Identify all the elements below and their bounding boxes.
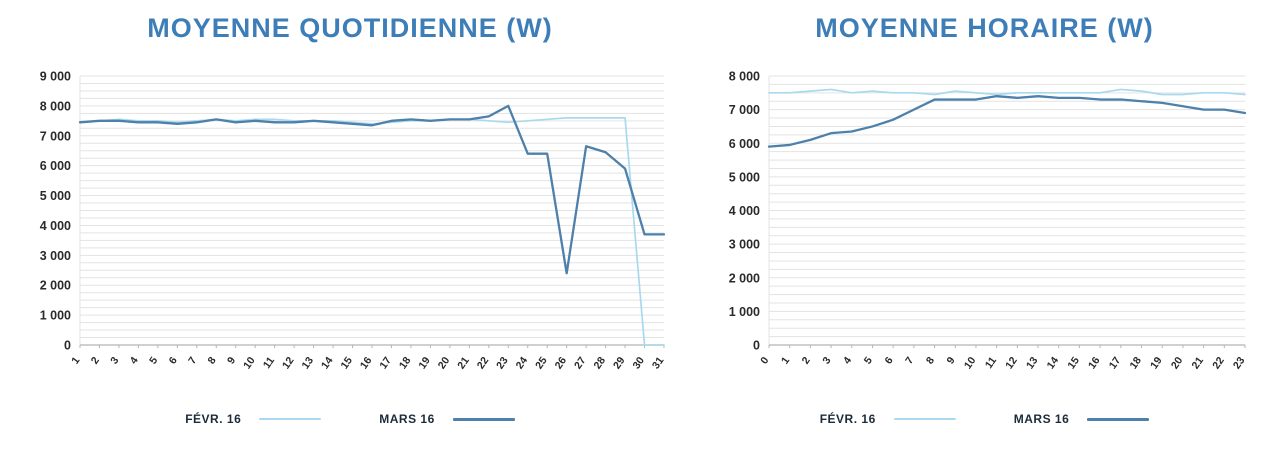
y-axis-label: 7 000 — [40, 129, 71, 143]
x-axis-label: 1 — [69, 355, 82, 367]
legend-line-fevr16-icon — [259, 418, 322, 420]
series-line-mars16 — [767, 95, 1246, 148]
x-axis-label: 11 — [261, 355, 277, 371]
daily-average-line-chart: 0 1 000 2 000 3 000 4 000 5 000 6 000 7 000 8 00… — [40, 70, 667, 372]
y-axis-label: 5 000 — [40, 189, 71, 203]
x-axis-label: 21 — [455, 355, 472, 372]
x-axis-label: 10 — [241, 355, 258, 372]
hourly-average-line-chart: 0 1 000 2 000 3 000 4 000 5 000 6 000 7 000 8 00… — [728, 70, 1247, 372]
x-axis-label: 4 — [841, 355, 854, 367]
y-axis-label: 6 000 — [40, 159, 71, 173]
legend-line-mars16-icon — [1087, 417, 1150, 421]
x-axis-label: 16 — [358, 355, 375, 372]
y-axis-label: 2 000 — [40, 279, 71, 293]
x-axis-label: 19 — [1148, 355, 1165, 372]
y-axis-label: 4 000 — [728, 204, 759, 218]
series-line-fevr16 — [767, 88, 1246, 96]
legend-hourly: FÉVR. 16 MARS 16 — [820, 412, 1150, 426]
x-axis-label: 17 — [1106, 355, 1123, 372]
x-axis-label: 15 — [338, 355, 355, 372]
x-axis-label: 30 — [630, 355, 647, 372]
x-axis-label: 27 — [572, 355, 589, 372]
legend-item-fevr16: FÉVR. 16 — [185, 412, 322, 426]
daily-average-chart-panel: MOYENNE QUOTIDIENNE (W) 0 1 000 2 000 3 000… — [40, 13, 667, 426]
legend-line-mars16-icon — [452, 417, 515, 421]
x-axis-label: 25 — [533, 355, 550, 372]
legend-item-mars16: MARS 16 — [379, 412, 515, 426]
y-axis-label: 2 000 — [728, 271, 759, 285]
x-axis-label: 1 — [778, 355, 791, 367]
x-axis-label: 18 — [1127, 355, 1144, 372]
x-axis-label: 22 — [475, 355, 492, 372]
legend-item-fevr16: FÉVR. 16 — [820, 412, 956, 426]
hourly-average-chart-panel: MOYENNE HORAIRE (W) 0 1 000 2 000 3 000 4 00… — [700, 0, 1269, 459]
y-axis-label: 3 000 — [728, 238, 759, 252]
y-axis-label: 0 — [64, 339, 71, 353]
y-axis-label: 8 000 — [40, 99, 71, 113]
x-axis-label: 16 — [1086, 355, 1103, 372]
x-axis-label: 8 — [923, 355, 936, 367]
x-axis-label: 6 — [167, 355, 180, 367]
x-axis-label: 2 — [799, 355, 812, 367]
chart-title-hourly: MOYENNE HORAIRE (W) — [815, 13, 1154, 43]
x-axis-label: 21 — [1189, 355, 1206, 372]
x-axis-label: 5 — [147, 355, 160, 367]
x-axis-label: 9 — [225, 355, 238, 367]
x-axis-label: 7 — [903, 355, 916, 367]
legend-daily: FÉVR. 16 MARS 16 — [185, 412, 515, 426]
y-axis-label: 9 000 — [40, 70, 71, 84]
legend-label-fevr16: FÉVR. 16 — [819, 412, 876, 426]
x-axis-label: 2 — [89, 355, 102, 367]
x-axis-label: 9 — [944, 355, 957, 367]
x-axis-label: 12 — [1003, 355, 1020, 372]
x-axis-label: 17 — [377, 355, 394, 372]
x-axis-label: 3 — [108, 355, 121, 367]
y-axis-label: 3 000 — [40, 249, 71, 263]
x-axis-label: 20 — [1168, 355, 1185, 372]
legend-item-mars16: MARS 16 — [1014, 412, 1150, 426]
x-axis-label: 23 — [1230, 355, 1247, 372]
x-axis-label: 22 — [1210, 355, 1227, 372]
x-axis-label: 14 — [319, 355, 336, 372]
y-axis-label: 7 000 — [728, 103, 759, 117]
x-axis-label: 26 — [553, 355, 570, 372]
x-axis-label: 7 — [186, 355, 199, 367]
x-axis-label: 18 — [397, 355, 414, 372]
x-axis-label: 12 — [280, 355, 297, 372]
x-axis-label: 13 — [300, 355, 317, 372]
legend-label-fevr16: FÉVR. 16 — [185, 412, 242, 426]
x-axis-label: 19 — [416, 355, 433, 372]
x-axis-label: 0 — [758, 355, 771, 367]
y-axis-label: 8 000 — [728, 70, 759, 84]
x-axis-label: 23 — [494, 355, 511, 372]
legend-label-mars16: MARS 16 — [379, 412, 435, 426]
legend-label-mars16: MARS 16 — [1013, 412, 1070, 426]
x-axis-label: 28 — [592, 355, 609, 372]
y-axis-label: 5 000 — [728, 170, 759, 184]
series-line-mars16 — [78, 104, 666, 275]
y-axis-label: 6 000 — [728, 137, 759, 151]
x-axis-label: 6 — [882, 355, 895, 367]
x-axis-label: 31 — [650, 355, 667, 372]
x-axis-label: 15 — [1065, 355, 1082, 372]
x-axis-label: 20 — [436, 355, 453, 372]
x-axis-label: 3 — [820, 355, 833, 367]
x-axis-label: 4 — [128, 355, 141, 367]
x-axis-label: 8 — [206, 355, 219, 367]
series-line-fevr16 — [79, 116, 665, 346]
x-axis-label: 14 — [1044, 355, 1061, 372]
x-axis-label: 10 — [961, 355, 978, 372]
x-axis-label: 29 — [611, 355, 628, 372]
x-axis-label: 24 — [514, 355, 531, 372]
y-axis-label: 1 000 — [728, 305, 759, 319]
y-axis-label: 0 — [753, 339, 760, 353]
x-axis-label: 13 — [1023, 355, 1040, 372]
x-axis-label: 5 — [861, 355, 874, 367]
legend-line-fevr16-icon — [893, 418, 956, 420]
x-axis-label: 11 — [982, 355, 998, 371]
y-axis-label: 4 000 — [40, 219, 71, 233]
chart-title-daily: MOYENNE QUOTIDIENNE (W) — [147, 13, 553, 43]
y-axis-label: 1 000 — [40, 309, 71, 323]
